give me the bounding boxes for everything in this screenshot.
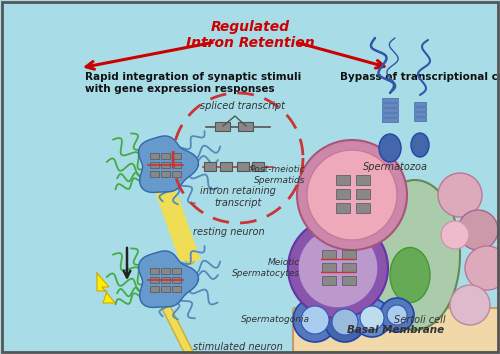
Bar: [414, 107, 426, 111]
Text: Sertoli cell: Sertoli cell: [394, 315, 446, 325]
Ellipse shape: [370, 180, 460, 330]
Bar: [160, 286, 170, 292]
Circle shape: [450, 285, 490, 325]
Bar: [336, 175, 350, 185]
Circle shape: [380, 298, 414, 332]
Bar: [322, 276, 336, 285]
Bar: [172, 286, 180, 292]
Text: Spermatogonia: Spermatogonia: [241, 315, 310, 325]
Ellipse shape: [379, 134, 401, 162]
Bar: [150, 171, 158, 177]
Text: Rapid integration of synaptic stimuli
with gene expression responses: Rapid integration of synaptic stimuli wi…: [85, 72, 301, 93]
Bar: [336, 189, 350, 199]
Bar: [172, 268, 180, 274]
FancyBboxPatch shape: [293, 308, 499, 352]
Bar: [382, 98, 398, 102]
Circle shape: [297, 140, 407, 250]
Bar: [382, 113, 398, 117]
Bar: [336, 203, 350, 213]
Text: Bypass of transcriptional constraints: Bypass of transcriptional constraints: [340, 72, 500, 82]
Circle shape: [360, 306, 384, 330]
Text: spliced transcript: spliced transcript: [200, 101, 286, 111]
Ellipse shape: [411, 133, 429, 157]
Circle shape: [332, 309, 358, 335]
Bar: [150, 286, 158, 292]
Polygon shape: [155, 190, 200, 260]
Circle shape: [301, 306, 329, 334]
Circle shape: [465, 246, 500, 290]
Text: Meiotic
Spermatocytes: Meiotic Spermatocytes: [232, 258, 300, 278]
Bar: [150, 277, 158, 283]
Bar: [160, 268, 170, 274]
Circle shape: [387, 305, 407, 325]
Polygon shape: [138, 251, 198, 307]
Bar: [215, 122, 230, 131]
Text: Post-meiotic
Spermatids: Post-meiotic Spermatids: [250, 165, 305, 185]
Bar: [204, 162, 216, 171]
Circle shape: [325, 302, 365, 342]
Bar: [382, 118, 398, 122]
Bar: [342, 263, 356, 272]
Bar: [160, 277, 170, 283]
Text: intron retaining
transcript: intron retaining transcript: [200, 186, 276, 207]
Circle shape: [353, 299, 391, 337]
Bar: [342, 276, 356, 285]
Bar: [322, 263, 336, 272]
Bar: [160, 162, 170, 168]
Bar: [238, 122, 253, 131]
Circle shape: [307, 150, 397, 240]
Bar: [237, 162, 249, 171]
Circle shape: [288, 218, 388, 318]
Bar: [382, 108, 398, 112]
Bar: [414, 117, 426, 121]
Circle shape: [293, 298, 337, 342]
Circle shape: [441, 221, 469, 249]
Text: stimulated neuron: stimulated neuron: [193, 342, 283, 352]
Bar: [382, 103, 398, 107]
Bar: [172, 162, 180, 168]
Bar: [322, 250, 336, 259]
Text: Regulated
Intron Retention: Regulated Intron Retention: [186, 20, 314, 50]
Polygon shape: [138, 136, 198, 193]
Ellipse shape: [390, 247, 430, 303]
Bar: [220, 162, 232, 171]
Circle shape: [438, 173, 482, 217]
Bar: [150, 162, 158, 168]
Polygon shape: [97, 273, 115, 303]
Text: resting neuron: resting neuron: [193, 227, 264, 237]
Bar: [160, 153, 170, 159]
Bar: [356, 175, 370, 185]
Bar: [172, 153, 180, 159]
Text: Spermatozoa: Spermatozoa: [362, 162, 428, 172]
Bar: [172, 171, 180, 177]
Bar: [172, 277, 180, 283]
Bar: [252, 162, 264, 171]
Text: Basal Membrane: Basal Membrane: [348, 325, 444, 335]
Bar: [356, 189, 370, 199]
Circle shape: [298, 228, 378, 308]
Circle shape: [458, 210, 498, 250]
Bar: [150, 153, 158, 159]
Bar: [414, 102, 426, 106]
Bar: [150, 268, 158, 274]
Bar: [356, 203, 370, 213]
Bar: [342, 250, 356, 259]
Bar: [160, 171, 170, 177]
Bar: [414, 112, 426, 116]
